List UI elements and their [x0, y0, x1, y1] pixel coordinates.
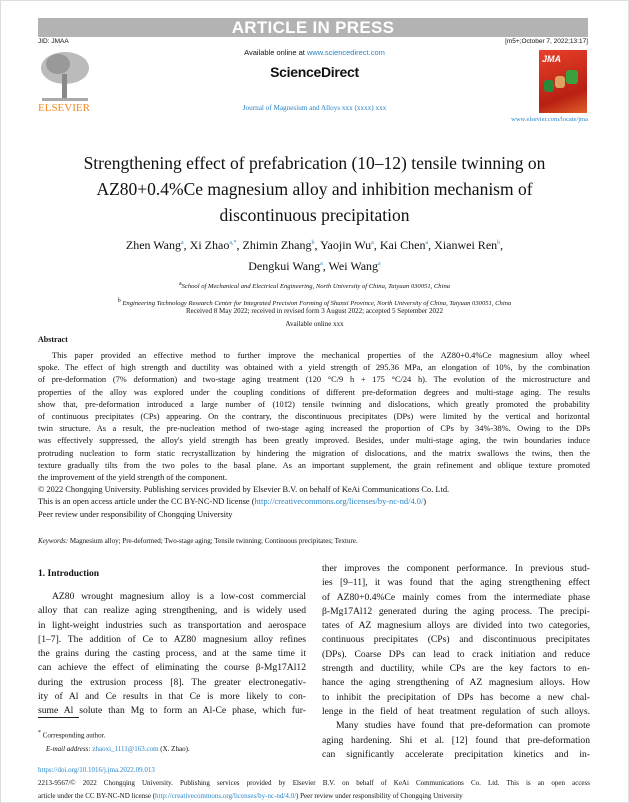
author: Zhimin Zhang — [242, 238, 312, 252]
author: Xi Zhao — [189, 238, 230, 252]
available-online: Available online at www.sciencedirect.co… — [244, 48, 385, 57]
abstract-text: This paper provided an effective method … — [38, 351, 590, 519]
license-link[interactable]: http://creativecommons.org/licenses/by-n… — [254, 497, 424, 507]
journal-cover-image: JMA — [539, 50, 587, 113]
affiliations: aSchool of Mechanical and Electrical Eng… — [117, 281, 512, 308]
footnote: * Corresponding author. E-mail address: … — [38, 730, 190, 754]
author-list: Zhen Wanga, Xi Zhaoa,*, Zhimin Zhangb, Y… — [125, 238, 504, 273]
email-link[interactable]: zhaoxi_1111@163.com — [92, 745, 159, 754]
left-column-text: AZ80 wrought magnesium alloy is a low-co… — [38, 591, 306, 717]
author: Yaojin Wu — [320, 238, 372, 252]
footer-license-link[interactable]: http://creativecommons.org/licenses/by-n… — [155, 792, 297, 800]
author: Dengkui Wang — [248, 259, 321, 273]
footnote-divider — [38, 717, 79, 718]
right-column-text: ther improves the component performance.… — [322, 563, 590, 760]
elsevier-tree-logo — [38, 50, 92, 102]
journal-url[interactable]: www.elsevier.com/locate/jma — [511, 116, 588, 123]
author: Wei Wang — [328, 259, 379, 273]
jid: JID: JMAA — [38, 38, 69, 45]
article-dates: Received 8 May 2022; received in revised… — [186, 307, 443, 328]
sciencedirect-logo: ScienceDirect — [270, 64, 359, 80]
author: Zhen Wang — [125, 238, 181, 252]
keywords: Keywords: Magnesium alloy; Pre-deformed;… — [38, 537, 358, 545]
author: Xianwei Ren — [434, 238, 498, 252]
section-heading-introduction: 1. Introduction — [38, 569, 100, 579]
cover-logo: JMA — [542, 54, 562, 64]
sciencedirect-link[interactable]: www.sciencedirect.com — [306, 48, 385, 57]
article-title: Strengthening effect of prefabrication (… — [83, 153, 546, 225]
journal-line[interactable]: Journal of Magnesium and Alloys xxx (xxx… — [242, 104, 387, 112]
page-footer: https://doi.org/10.1016/j.jma.2022.09.01… — [38, 766, 590, 800]
elsevier-wordmark: ELSEVIER — [38, 102, 90, 114]
timestamp: [m5+;October 7, 2022;13:17] — [505, 38, 588, 45]
abstract-heading: Abstract — [38, 335, 68, 344]
author: Kai Chen — [379, 238, 426, 252]
doi-link[interactable]: https://doi.org/10.1016/j.jma.2022.09.01… — [38, 766, 155, 774]
article-in-press-banner: ARTICLE IN PRESS — [38, 18, 588, 37]
